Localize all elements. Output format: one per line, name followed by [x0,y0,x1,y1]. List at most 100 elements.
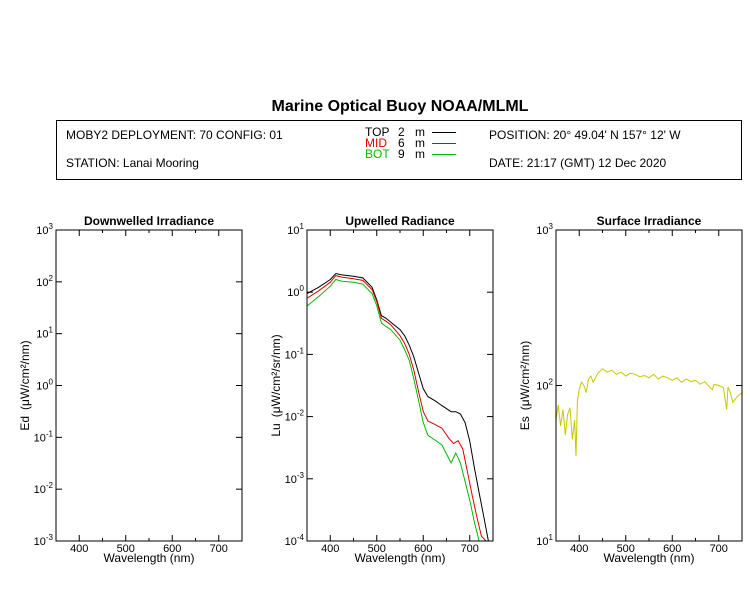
y-tick-base: 10 [285,536,297,548]
y-tick-label: 10-4 [285,533,305,548]
series-line-mid [307,275,493,541]
y-tick-exponent: 1 [49,326,54,335]
y-tick-label: 10-2 [34,481,54,496]
page-title: Marine Optical Buoy NOAA/MLML [271,98,529,115]
date-text: DATE: 21:17 (GMT) 12 Dec 2020 [489,156,667,170]
y-axis-label: Ed (μW/cm²/nm) [18,340,32,430]
y-tick-base: 10 [34,536,46,548]
y-tick-exponent: -2 [297,409,305,418]
y-axis-label-prefix: Lu [269,423,283,436]
y-axis-label-prefix: Ed [18,416,32,431]
y-tick-base: 10 [285,412,297,424]
y-tick-exponent: 1 [549,533,554,542]
legend-line-swatch [432,132,456,133]
series-line-top [307,272,493,541]
chart-panel-2: Upwelled Radiance 400 500 600 700 Wavelength … [269,214,494,565]
y-tick-base: 10 [36,225,48,237]
series-line-es [556,368,742,457]
y-tick-exponent: -4 [297,533,305,542]
legend-depth: 6 [398,136,405,150]
y-tick-label: 101 [536,533,553,548]
x-tick-label: 400 [70,543,88,555]
x-tick-label: 700 [461,543,479,555]
y-tick-exponent: -2 [46,481,54,490]
x-tick-label: 600 [414,543,432,555]
legend-depth: 9 [398,147,405,161]
y-tick-label: 100 [36,378,53,393]
y-tick-base: 10 [36,329,48,341]
y-tick-base: 10 [287,225,299,237]
chart-title: Upwelled Radiance [345,214,455,228]
x-tick-label: 500 [617,543,635,555]
y-tick-base: 10 [287,287,299,299]
y-tick-exponent: 3 [549,222,554,231]
x-tick-label: 700 [210,543,228,555]
chart-panel-1: Downwelled Irradiance 400 500 600 700 Wavelen… [18,214,243,565]
y-tick-exponent: 0 [300,284,305,293]
y-tick-base: 10 [536,225,548,237]
y-axis-label-prefix: Es [518,416,532,430]
x-tick-label: 600 [163,543,181,555]
x-axis-label: Wavelength (nm) [355,551,446,565]
x-axis-label: Wavelength (nm) [104,551,195,565]
y-tick-label: 100 [287,284,304,299]
x-tick-label: 600 [663,543,681,555]
y-axis-label-unit: (μW/cm²/nm) [518,341,532,411]
y-tick-exponent: 1 [300,222,305,231]
legend-name: TOP [365,125,390,139]
y-tick-exponent: -3 [46,533,54,542]
y-tick-label: 101 [36,326,53,341]
y-tick-base: 10 [34,484,46,496]
x-tick-label: 400 [570,543,588,555]
y-tick-label: 101 [287,222,304,237]
y-tick-label: 10-1 [34,429,54,444]
plot-frame [55,229,243,542]
y-tick-label: 102 [36,274,53,289]
y-tick-base: 10 [285,474,297,486]
y-tick-base: 10 [536,536,548,548]
legend-unit: m [415,136,425,150]
legend-line-swatch [432,143,456,144]
y-tick-label: 10-3 [285,471,305,486]
deployment-text: MOBY2 DEPLOYMENT: 70 CONFIG: 01 [66,128,283,142]
y-tick-label: 103 [536,222,553,237]
x-axis-label: Wavelength (nm) [604,551,695,565]
legend-name: BOT [365,147,390,161]
chart-title: Surface Irradiance [597,214,702,228]
chart-panel-3: Surface Irradiance 400 500 600 700 Wavelength… [518,214,743,565]
y-tick-base: 10 [36,277,48,289]
y-tick-exponent: -1 [297,346,305,355]
y-tick-label: 10-1 [285,346,305,361]
y-tick-exponent: -3 [297,471,305,480]
info-box [56,120,742,180]
y-tick-exponent: -1 [46,429,54,438]
position-text: POSITION: 20° 49.04' N 157° 12' W [489,128,681,142]
y-tick-exponent: 2 [549,378,554,387]
y-tick-exponent: 0 [49,378,54,387]
y-tick-label: 102 [536,378,553,393]
x-tick-label: 400 [321,543,339,555]
legend-line-swatch [432,154,456,155]
y-axis-label: Lu (μW/cm²/sr/nm) [269,334,283,436]
x-tick-label: 500 [117,543,135,555]
y-tick-label: 10-2 [285,409,305,424]
y-tick-base: 10 [536,381,548,393]
legend-unit: m [415,147,425,161]
x-tick-label: 500 [368,543,386,555]
y-axis-label-unit: (μW/cm²/nm) [18,340,32,410]
y-axis-label-unit: (μW/cm²/sr/nm) [269,334,283,417]
y-tick-exponent: 3 [49,222,54,231]
x-tick-label: 700 [710,543,728,555]
y-tick-base: 10 [285,349,297,361]
y-tick-label: 103 [36,222,53,237]
y-tick-base: 10 [34,432,46,444]
y-tick-exponent: 2 [49,274,54,283]
y-tick-label: 10-3 [34,533,54,548]
series-line-bot [307,278,493,541]
station-text: STATION: Lanai Mooring [66,156,199,170]
legend-unit: m [415,125,425,139]
y-tick-base: 10 [36,381,48,393]
y-axis-label: Es (μW/cm²/nm) [518,341,532,431]
legend-depth: 2 [398,125,405,139]
